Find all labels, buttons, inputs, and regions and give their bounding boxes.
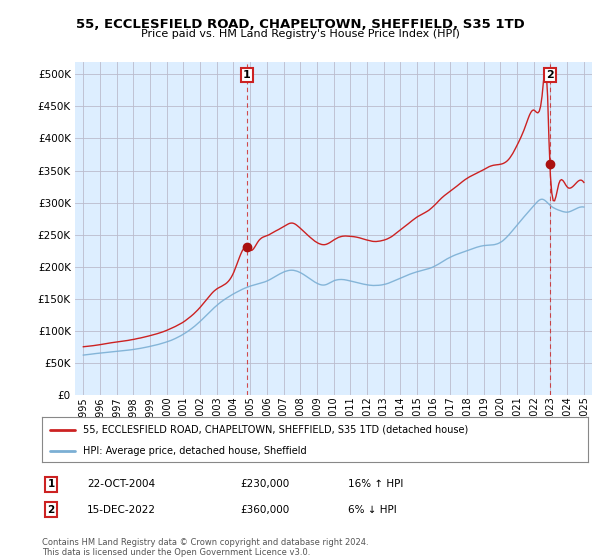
Text: 1: 1 — [47, 479, 55, 489]
Text: Price paid vs. HM Land Registry's House Price Index (HPI): Price paid vs. HM Land Registry's House … — [140, 29, 460, 39]
Text: Contains HM Land Registry data © Crown copyright and database right 2024.
This d: Contains HM Land Registry data © Crown c… — [42, 538, 368, 557]
Text: £360,000: £360,000 — [240, 505, 289, 515]
Text: 22-OCT-2004: 22-OCT-2004 — [87, 479, 155, 489]
Text: HPI: Average price, detached house, Sheffield: HPI: Average price, detached house, Shef… — [83, 446, 307, 456]
Text: 6% ↓ HPI: 6% ↓ HPI — [348, 505, 397, 515]
Text: 55, ECCLESFIELD ROAD, CHAPELTOWN, SHEFFIELD, S35 1TD: 55, ECCLESFIELD ROAD, CHAPELTOWN, SHEFFI… — [76, 18, 524, 31]
Text: 2: 2 — [47, 505, 55, 515]
Text: 15-DEC-2022: 15-DEC-2022 — [87, 505, 156, 515]
Text: £230,000: £230,000 — [240, 479, 289, 489]
Text: 55, ECCLESFIELD ROAD, CHAPELTOWN, SHEFFIELD, S35 1TD (detached house): 55, ECCLESFIELD ROAD, CHAPELTOWN, SHEFFI… — [83, 424, 468, 435]
Text: 1: 1 — [243, 70, 251, 80]
Text: 16% ↑ HPI: 16% ↑ HPI — [348, 479, 403, 489]
Text: 2: 2 — [546, 70, 554, 80]
